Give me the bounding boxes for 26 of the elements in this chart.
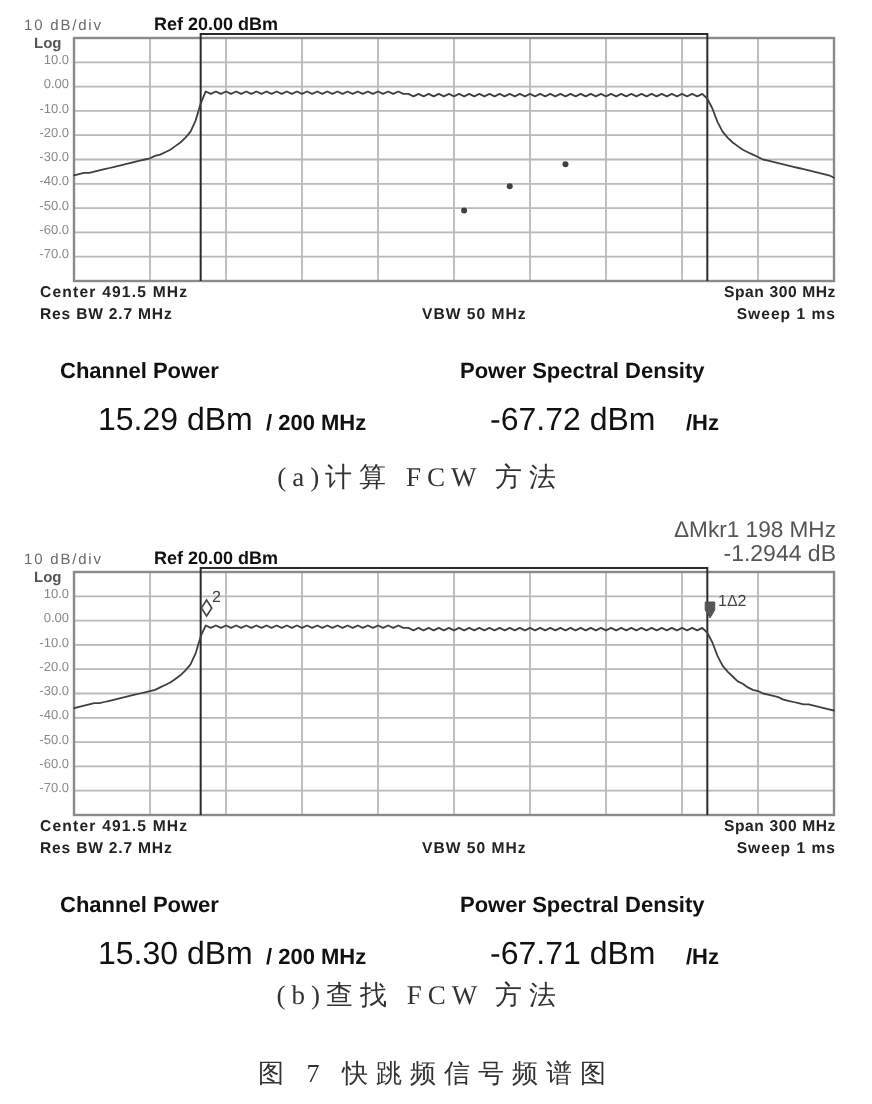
annotation: -67.72 dBm [490, 404, 656, 438]
point [506, 183, 513, 190]
annotation: /Hz [686, 412, 719, 436]
annotation: Channel Power [60, 360, 219, 384]
annotation: -67.71 dBm [490, 938, 656, 972]
annotation: / 200 MHz [266, 412, 367, 436]
annotation: Channel Power [60, 894, 219, 918]
annotation: 2 [200, 588, 221, 618]
annotation: 2 [212, 588, 222, 606]
title: (b)查找 FCW 方法 [276, 980, 564, 1010]
annotation: Ref 20.00 dBm [154, 548, 279, 568]
point [461, 207, 468, 214]
annotation: -1.2944 dB [723, 543, 836, 568]
title: (a)计算 FCW 方法 [277, 462, 563, 492]
annotation: Power Spectral Density [460, 360, 705, 384]
point [562, 161, 569, 168]
annotation: / 200 MHz [266, 946, 367, 970]
annotation: 图 7 快跳频信号频谱图 [258, 1058, 614, 1088]
annotation: ΔMkr1 198 MHz [674, 519, 836, 543]
annotation: Ref 20.00 dBm [154, 14, 279, 34]
annotation: 1Δ2 [704, 592, 747, 619]
annotation: 15.30 dBm [98, 938, 253, 972]
annotation: Power Spectral Density [460, 894, 705, 918]
annotation: 15.29 dBm [98, 404, 253, 438]
annotation: 1Δ2 [718, 592, 748, 610]
annotation: /Hz [686, 946, 719, 970]
